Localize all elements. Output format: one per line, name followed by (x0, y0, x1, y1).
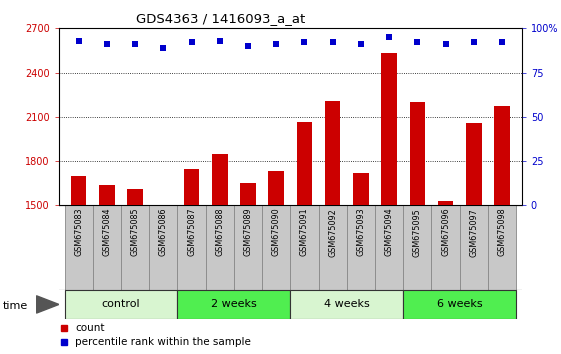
Bar (177, 290, 291, 319)
Point (243, 43, 252, 49)
Text: GSM675097: GSM675097 (469, 208, 479, 257)
Bar (319, 205, 347, 290)
Bar (403, 290, 516, 319)
Bar (177, 205, 206, 290)
Bar (291, 290, 403, 319)
Point (74, 38, 83, 44)
Bar (269, 171, 284, 354)
Point (498, 40, 507, 45)
Text: control: control (102, 299, 140, 309)
Point (413, 40, 422, 45)
Bar (206, 205, 234, 290)
Bar (466, 123, 481, 354)
Text: GSM675091: GSM675091 (300, 208, 309, 257)
Bar (149, 205, 177, 290)
Point (187, 40, 196, 45)
Point (328, 40, 337, 45)
Text: GSM675086: GSM675086 (159, 208, 168, 256)
Text: GSM675098: GSM675098 (498, 208, 507, 257)
Point (356, 41, 365, 47)
Bar (240, 183, 256, 354)
Bar (438, 201, 453, 354)
Point (131, 41, 140, 47)
Text: GSM675095: GSM675095 (413, 208, 422, 257)
Bar (488, 205, 516, 290)
Bar (155, 205, 171, 354)
Text: GSM675087: GSM675087 (187, 208, 196, 257)
Bar (184, 169, 199, 354)
Text: 2 weeks: 2 weeks (211, 299, 257, 309)
Text: time: time (3, 301, 28, 311)
Text: GSM675090: GSM675090 (272, 208, 280, 257)
Point (469, 40, 478, 45)
Point (441, 41, 450, 47)
Bar (234, 205, 262, 290)
Polygon shape (36, 296, 59, 313)
Text: GSM675088: GSM675088 (215, 208, 224, 256)
Point (272, 41, 280, 47)
Bar (127, 189, 143, 354)
Point (103, 41, 112, 47)
Point (300, 40, 309, 45)
Bar (347, 205, 375, 290)
Bar (459, 205, 488, 290)
Bar (375, 205, 403, 290)
Bar (325, 101, 341, 354)
Point (215, 38, 224, 44)
Bar (353, 173, 369, 354)
Bar (212, 154, 228, 354)
Bar (403, 205, 431, 290)
Text: GDS4363 / 1416093_a_at: GDS4363 / 1416093_a_at (136, 12, 306, 25)
Bar (381, 53, 397, 354)
Text: GSM675096: GSM675096 (441, 208, 450, 257)
Bar (494, 106, 510, 354)
Bar (65, 205, 93, 290)
Text: 4 weeks: 4 weeks (324, 299, 370, 309)
Text: percentile rank within the sample: percentile rank within the sample (75, 337, 251, 348)
Text: 6 weeks: 6 weeks (437, 299, 482, 309)
Bar (410, 102, 425, 354)
Point (385, 34, 394, 40)
Bar (93, 205, 121, 290)
Text: GSM675089: GSM675089 (243, 208, 252, 257)
Bar (71, 176, 86, 354)
Bar (262, 205, 291, 290)
Text: GSM675085: GSM675085 (131, 208, 140, 257)
Text: GSM675084: GSM675084 (102, 208, 112, 256)
Bar (121, 205, 149, 290)
Point (159, 45, 168, 51)
Bar (431, 205, 459, 290)
Text: GSM675092: GSM675092 (328, 208, 337, 257)
Bar (297, 122, 312, 354)
Bar (291, 205, 319, 290)
Text: GSM675094: GSM675094 (385, 208, 394, 257)
Bar (65, 290, 177, 319)
Text: count: count (75, 322, 104, 332)
Text: GSM675093: GSM675093 (356, 208, 365, 257)
Bar (99, 185, 114, 354)
Text: GSM675083: GSM675083 (74, 208, 83, 256)
